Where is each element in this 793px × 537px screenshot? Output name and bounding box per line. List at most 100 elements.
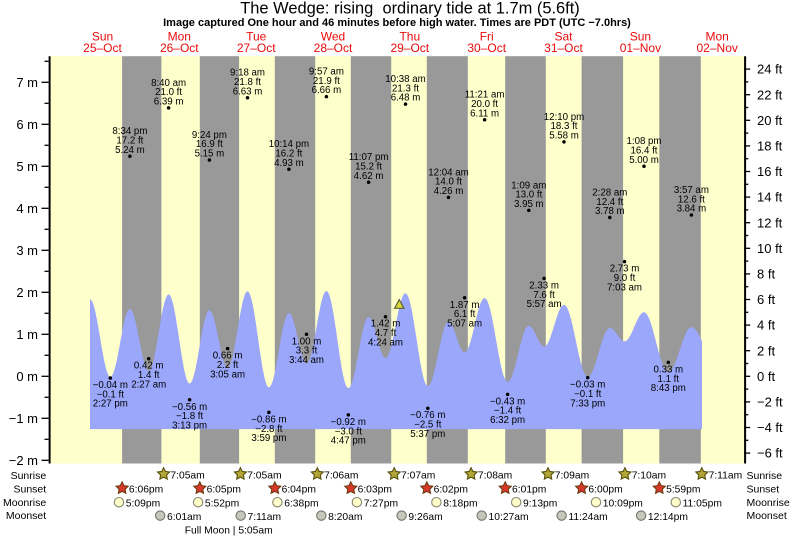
svg-text:8:18pm: 8:18pm — [443, 499, 477, 510]
svg-text:6 m: 6 m — [16, 117, 38, 132]
svg-text:6.48 m: 6.48 m — [391, 93, 421, 104]
svg-text:27–Oct: 27–Oct — [237, 41, 276, 55]
svg-text:1 m: 1 m — [16, 327, 38, 342]
svg-text:4.7 ft: 4.7 ft — [375, 328, 397, 339]
svg-text:16.4 ft: 16.4 ft — [631, 146, 658, 157]
svg-text:10:09pm: 10:09pm — [603, 499, 643, 510]
svg-text:−0.04 m: −0.04 m — [93, 380, 128, 391]
svg-text:7:08am: 7:08am — [478, 470, 512, 481]
svg-text:−2.8 ft: −2.8 ft — [255, 424, 283, 435]
svg-text:Sat: Sat — [554, 30, 573, 44]
svg-text:21.9 ft: 21.9 ft — [313, 76, 340, 87]
svg-text:17.2 ft: 17.2 ft — [116, 136, 143, 147]
svg-text:1.1 ft: 1.1 ft — [658, 374, 680, 385]
svg-text:7:07am: 7:07am — [401, 470, 435, 481]
svg-text:14 ft: 14 ft — [757, 190, 783, 205]
svg-text:2:27 pm: 2:27 pm — [93, 399, 128, 410]
svg-text:−0.86 m: −0.86 m — [251, 414, 286, 425]
svg-text:5.24 m: 5.24 m — [115, 145, 145, 156]
svg-text:4:24 am: 4:24 am — [368, 337, 403, 348]
svg-text:9:13pm: 9:13pm — [523, 499, 557, 510]
svg-text:7:05am: 7:05am — [247, 470, 281, 481]
svg-text:5:57 am: 5:57 am — [527, 299, 562, 310]
svg-text:6.1 ft: 6.1 ft — [454, 309, 476, 320]
svg-text:−2 ft: −2 ft — [757, 395, 783, 410]
svg-text:2:27 am: 2:27 am — [131, 379, 166, 390]
svg-text:8:40 am: 8:40 am — [151, 78, 186, 89]
svg-text:3:05 am: 3:05 am — [210, 369, 245, 380]
svg-text:12:10 pm: 12:10 pm — [544, 112, 584, 123]
svg-text:28–Oct: 28–Oct — [314, 41, 353, 55]
svg-text:Thu: Thu — [399, 30, 420, 44]
svg-text:−6 ft: −6 ft — [757, 446, 783, 461]
svg-text:5.00 m: 5.00 m — [629, 155, 659, 166]
svg-text:2 m: 2 m — [16, 285, 38, 300]
svg-text:Mon: Mon — [168, 30, 191, 44]
svg-text:Sunrise: Sunrise — [11, 470, 47, 482]
svg-text:6.39 m: 6.39 m — [154, 97, 184, 108]
svg-text:20 ft: 20 ft — [757, 113, 783, 128]
svg-text:8:34 pm: 8:34 pm — [112, 126, 147, 137]
svg-text:21.8 ft: 21.8 ft — [234, 77, 261, 88]
svg-text:7:11am: 7:11am — [248, 512, 282, 523]
svg-text:12:14pm: 12:14pm — [648, 512, 688, 523]
svg-text:6:38pm: 6:38pm — [284, 499, 318, 510]
svg-text:2.2 ft: 2.2 ft — [217, 360, 239, 371]
svg-text:9:57 am: 9:57 am — [309, 67, 344, 78]
svg-text:Sunrise: Sunrise — [747, 470, 783, 482]
svg-text:5:37 pm: 5:37 pm — [410, 429, 445, 440]
svg-text:7:05am: 7:05am — [170, 470, 204, 481]
svg-text:9.0 ft: 9.0 ft — [614, 273, 636, 284]
svg-text:Full Moon | 5:05am: Full Moon | 5:05am — [185, 526, 273, 537]
svg-text:−1 m: −1 m — [9, 411, 38, 426]
svg-text:5.58 m: 5.58 m — [549, 131, 579, 142]
svg-text:7:27pm: 7:27pm — [364, 499, 398, 510]
svg-text:30–Oct: 30–Oct — [467, 41, 506, 55]
svg-text:3.84 m: 3.84 m — [677, 204, 707, 215]
svg-text:6.11 m: 6.11 m — [470, 108, 499, 119]
svg-text:9:24 pm: 9:24 pm — [192, 130, 227, 141]
svg-text:2 ft: 2 ft — [757, 343, 775, 358]
svg-text:7:06am: 7:06am — [324, 470, 358, 481]
svg-text:12.6 ft: 12.6 ft — [678, 194, 705, 205]
svg-text:−2.5 ft: −2.5 ft — [414, 420, 442, 431]
svg-text:20.0 ft: 20.0 ft — [471, 99, 498, 110]
svg-text:6:05pm: 6:05pm — [207, 485, 241, 496]
svg-text:16.9 ft: 16.9 ft — [196, 139, 223, 150]
svg-text:3.78 m: 3.78 m — [595, 206, 625, 217]
svg-text:Image captured One hour and 46: Image captured One hour and 46 minutes b… — [163, 17, 631, 29]
svg-text:1:08 pm: 1:08 pm — [626, 136, 661, 147]
svg-text:5:59pm: 5:59pm — [666, 485, 700, 496]
svg-text:Fri: Fri — [480, 30, 494, 44]
svg-text:−0.43 m: −0.43 m — [490, 396, 525, 407]
svg-text:16.2 ft: 16.2 ft — [275, 149, 302, 160]
svg-text:−0.56 m: −0.56 m — [172, 402, 207, 413]
svg-text:6:03pm: 6:03pm — [358, 485, 392, 496]
svg-text:10:38 am: 10:38 am — [385, 74, 425, 85]
svg-text:14.0 ft: 14.0 ft — [435, 177, 462, 188]
svg-text:Mon: Mon — [706, 30, 729, 44]
svg-text:Sun: Sun — [92, 30, 113, 44]
svg-text:6:01am: 6:01am — [167, 512, 201, 523]
svg-text:11:24am: 11:24am — [568, 512, 607, 523]
svg-text:6:06pm: 6:06pm — [129, 485, 163, 496]
svg-text:8 ft: 8 ft — [757, 267, 775, 282]
svg-text:3:13 pm: 3:13 pm — [172, 421, 207, 432]
svg-text:24 ft: 24 ft — [757, 62, 783, 77]
svg-text:13.0 ft: 13.0 ft — [515, 190, 542, 201]
svg-text:11:21 am: 11:21 am — [465, 90, 505, 101]
svg-text:1.42 m: 1.42 m — [371, 319, 401, 330]
svg-text:7.6 ft: 7.6 ft — [533, 290, 555, 301]
svg-text:−0.1 ft: −0.1 ft — [574, 389, 602, 400]
svg-text:3.95 m: 3.95 m — [514, 199, 544, 210]
svg-text:7:09am: 7:09am — [555, 470, 589, 481]
svg-text:Sunset: Sunset — [747, 484, 780, 496]
svg-text:10:14 pm: 10:14 pm — [269, 139, 309, 150]
svg-text:26–Oct: 26–Oct — [160, 41, 199, 55]
svg-text:5.15 m: 5.15 m — [195, 149, 225, 160]
svg-text:4.26 m: 4.26 m — [434, 186, 464, 197]
svg-text:1.4 ft: 1.4 ft — [138, 370, 160, 381]
svg-text:5 m: 5 m — [16, 159, 38, 174]
svg-text:10:27am: 10:27am — [489, 512, 529, 523]
svg-text:Moonset: Moonset — [6, 510, 46, 522]
